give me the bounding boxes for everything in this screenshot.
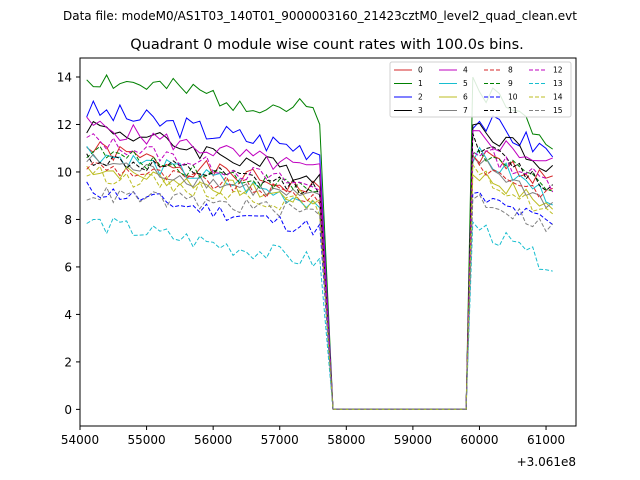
legend-label-14: 14: [553, 93, 563, 102]
series-line-12: [86, 133, 554, 410]
series-line-6: [86, 165, 554, 410]
legend-label-5: 5: [463, 79, 468, 88]
series-line-15: [86, 186, 554, 410]
series-line-2: [86, 99, 554, 410]
legend-label-11: 11: [508, 106, 518, 115]
legend-label-8: 8: [508, 66, 513, 75]
x-tick-label: 59000: [394, 433, 432, 447]
series-line-9: [86, 145, 553, 410]
legend-label-10: 10: [508, 93, 518, 102]
legend-label-2: 2: [418, 93, 423, 102]
legend-label-15: 15: [553, 106, 563, 115]
series-line-10: [86, 181, 554, 410]
x-tick-label: 61000: [527, 433, 565, 447]
x-tick-label: 60000: [460, 433, 498, 447]
legend-label-7: 7: [463, 106, 468, 115]
series-line-3: [86, 120, 554, 410]
series-line-5: [86, 146, 553, 410]
legend-label-12: 12: [553, 66, 563, 75]
y-axis-ticks: 0 2 4 6 8 10 12 14: [57, 70, 80, 417]
legend-label-6: 6: [463, 93, 468, 102]
legend-label-3: 3: [418, 106, 423, 115]
y-tick-label: 10: [57, 165, 72, 179]
y-tick-label: 14: [57, 70, 72, 84]
figure-suptitle: Data file: modeM0/AS1T03_140T01_90000031…: [63, 9, 577, 23]
chart-title: Quadrant 0 module wise count rates with …: [130, 37, 524, 53]
series-line-8: [86, 152, 553, 410]
plot-area: [80, 58, 576, 426]
y-tick-label: 2: [64, 355, 72, 369]
series-line-13: [86, 217, 553, 410]
x-tick-label: 58000: [327, 433, 365, 447]
axes-frame: [79, 57, 577, 427]
x-tick-label: 54000: [61, 433, 99, 447]
legend-label-9: 9: [508, 79, 513, 88]
x-axis-offset-label: +3.061e8: [517, 455, 576, 469]
series-line-4: [86, 116, 553, 410]
x-axis-ticks: 54000 55000 56000 57000 58000 59000 60000 61000: [61, 426, 565, 447]
y-tick-label: 0: [64, 403, 72, 417]
x-tick-label: 57000: [261, 433, 299, 447]
y-tick-label: 4: [64, 308, 72, 322]
legend-box: [389, 61, 572, 118]
y-tick-label: 6: [64, 260, 72, 274]
legend-label-0: 0: [418, 66, 423, 75]
x-tick-label: 56000: [194, 433, 232, 447]
legend-label-1: 1: [418, 79, 423, 88]
y-tick-label: 8: [64, 213, 72, 227]
legend-label-13: 13: [553, 79, 563, 88]
legend-label-4: 4: [463, 66, 468, 75]
x-tick-label: 55000: [127, 433, 165, 447]
series-line-14: [86, 163, 554, 410]
y-tick-label: 12: [57, 118, 72, 132]
series-layer: [86, 73, 554, 410]
